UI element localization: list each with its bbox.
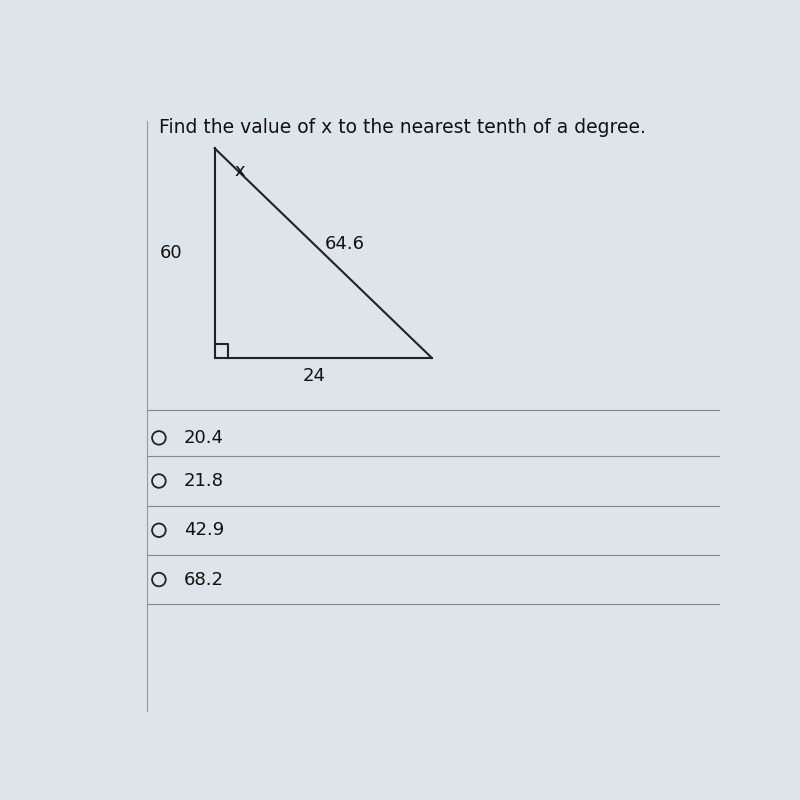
- Text: 42.9: 42.9: [184, 522, 224, 539]
- Text: 64.6: 64.6: [325, 235, 365, 253]
- Text: 60: 60: [160, 244, 182, 262]
- Text: 21.8: 21.8: [184, 472, 224, 490]
- Text: Find the value of x to the nearest tenth of a degree.: Find the value of x to the nearest tenth…: [159, 118, 646, 137]
- Text: 68.2: 68.2: [184, 570, 224, 589]
- Text: 24: 24: [302, 367, 326, 386]
- Text: 20.4: 20.4: [184, 429, 224, 447]
- Text: x: x: [234, 162, 245, 180]
